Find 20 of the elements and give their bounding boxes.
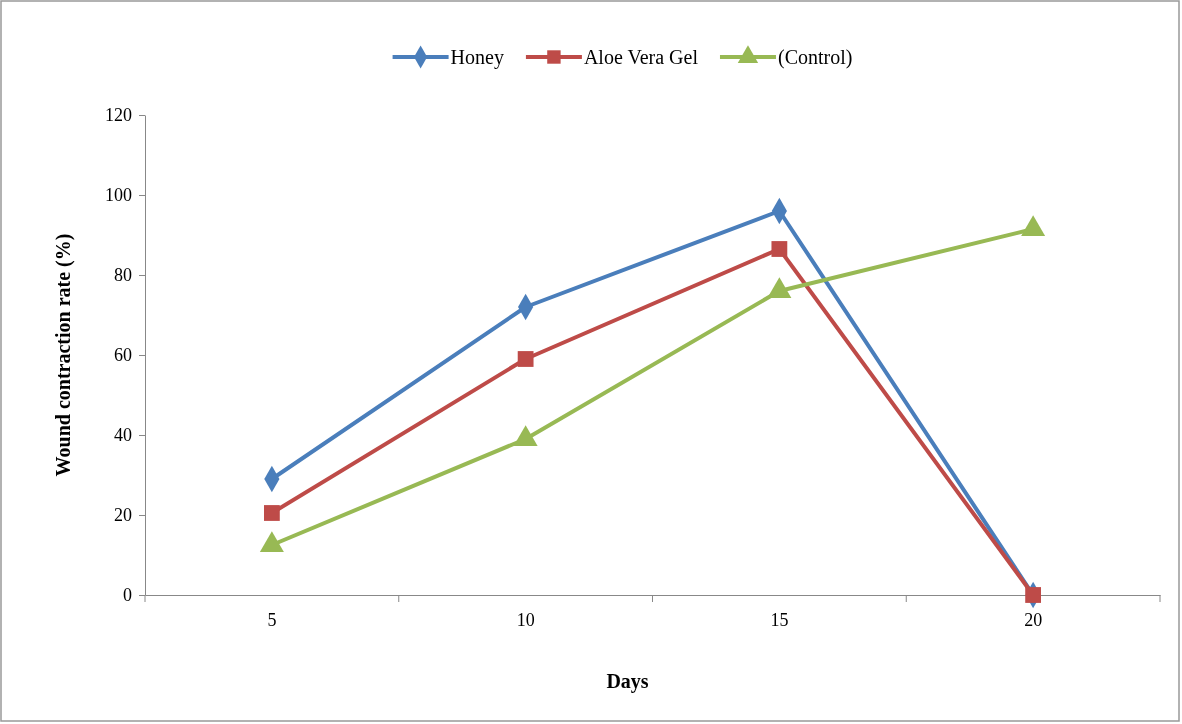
y-tick-label: 100 [105, 185, 132, 206]
y-axis-title: Wound contraction rate (%) [52, 233, 75, 477]
x-tick-label: 5 [267, 609, 277, 630]
x-tick-label: 15 [770, 609, 789, 630]
y-tick-label: 120 [105, 105, 132, 126]
x-tick-label: 20 [1024, 609, 1043, 630]
x-axis-title: Days [606, 670, 649, 693]
legend-label: Aloe Vera Gel [583, 46, 699, 68]
point [517, 351, 534, 367]
y-tick-label: 60 [114, 345, 132, 366]
legend-label: Honey [450, 46, 504, 69]
y-tick-label: 20 [114, 505, 132, 526]
legend-label: (Control) [777, 46, 853, 69]
y-tick-label: 0 [123, 585, 132, 606]
x-tick-label: 10 [516, 609, 535, 630]
y-tick-label: 80 [114, 265, 132, 286]
point [1025, 587, 1042, 603]
y-tick-label: 40 [114, 425, 132, 446]
point [771, 241, 788, 257]
point [263, 505, 280, 521]
